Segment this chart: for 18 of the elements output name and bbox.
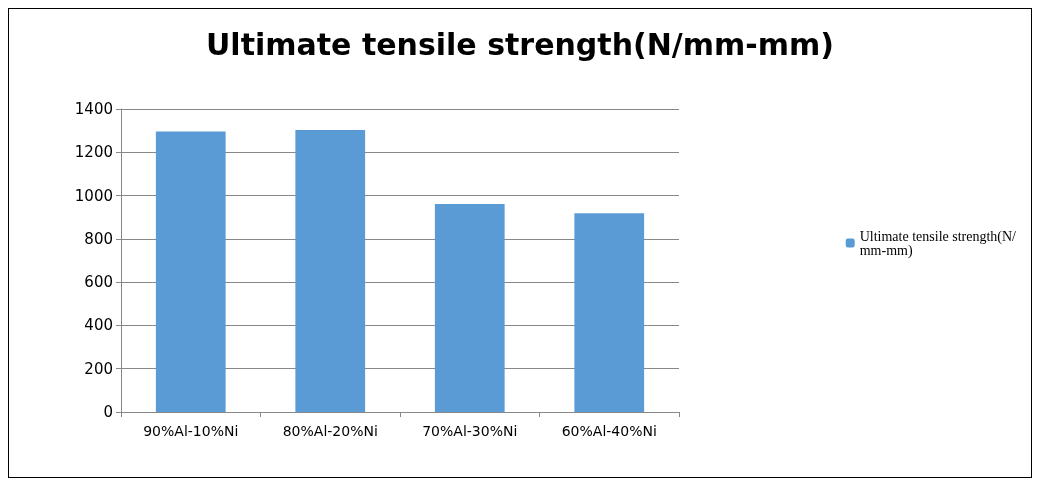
bar: [574, 213, 645, 412]
x-tick-label: 70%Al-30%Ni: [422, 423, 518, 439]
legend-label: Ultimate tensile strength(N/mm-mm): [859, 228, 1017, 259]
chart-title: Ultimate tensile strength(N/mm-mm): [205, 26, 835, 62]
y-tick-label: 1400: [74, 100, 113, 118]
y-tick-label: 1000: [74, 186, 113, 205]
x-tick-label: 80%Al-20%Ni: [282, 423, 378, 439]
x-tick-label: 60%Al-40%Ni: [561, 423, 657, 439]
y-tick-label: 600: [84, 273, 113, 292]
bar: [155, 131, 226, 412]
y-tick-label: 400: [84, 316, 113, 335]
y-tick-label: 200: [84, 359, 113, 378]
bar: [434, 204, 505, 412]
y-tick-label: 0: [103, 403, 113, 421]
y-tick-label: 800: [84, 229, 113, 248]
y-tick-label: 1200: [74, 143, 113, 162]
x-tick-label: 90%Al-10%Ni: [143, 423, 239, 439]
bar: [295, 129, 366, 412]
